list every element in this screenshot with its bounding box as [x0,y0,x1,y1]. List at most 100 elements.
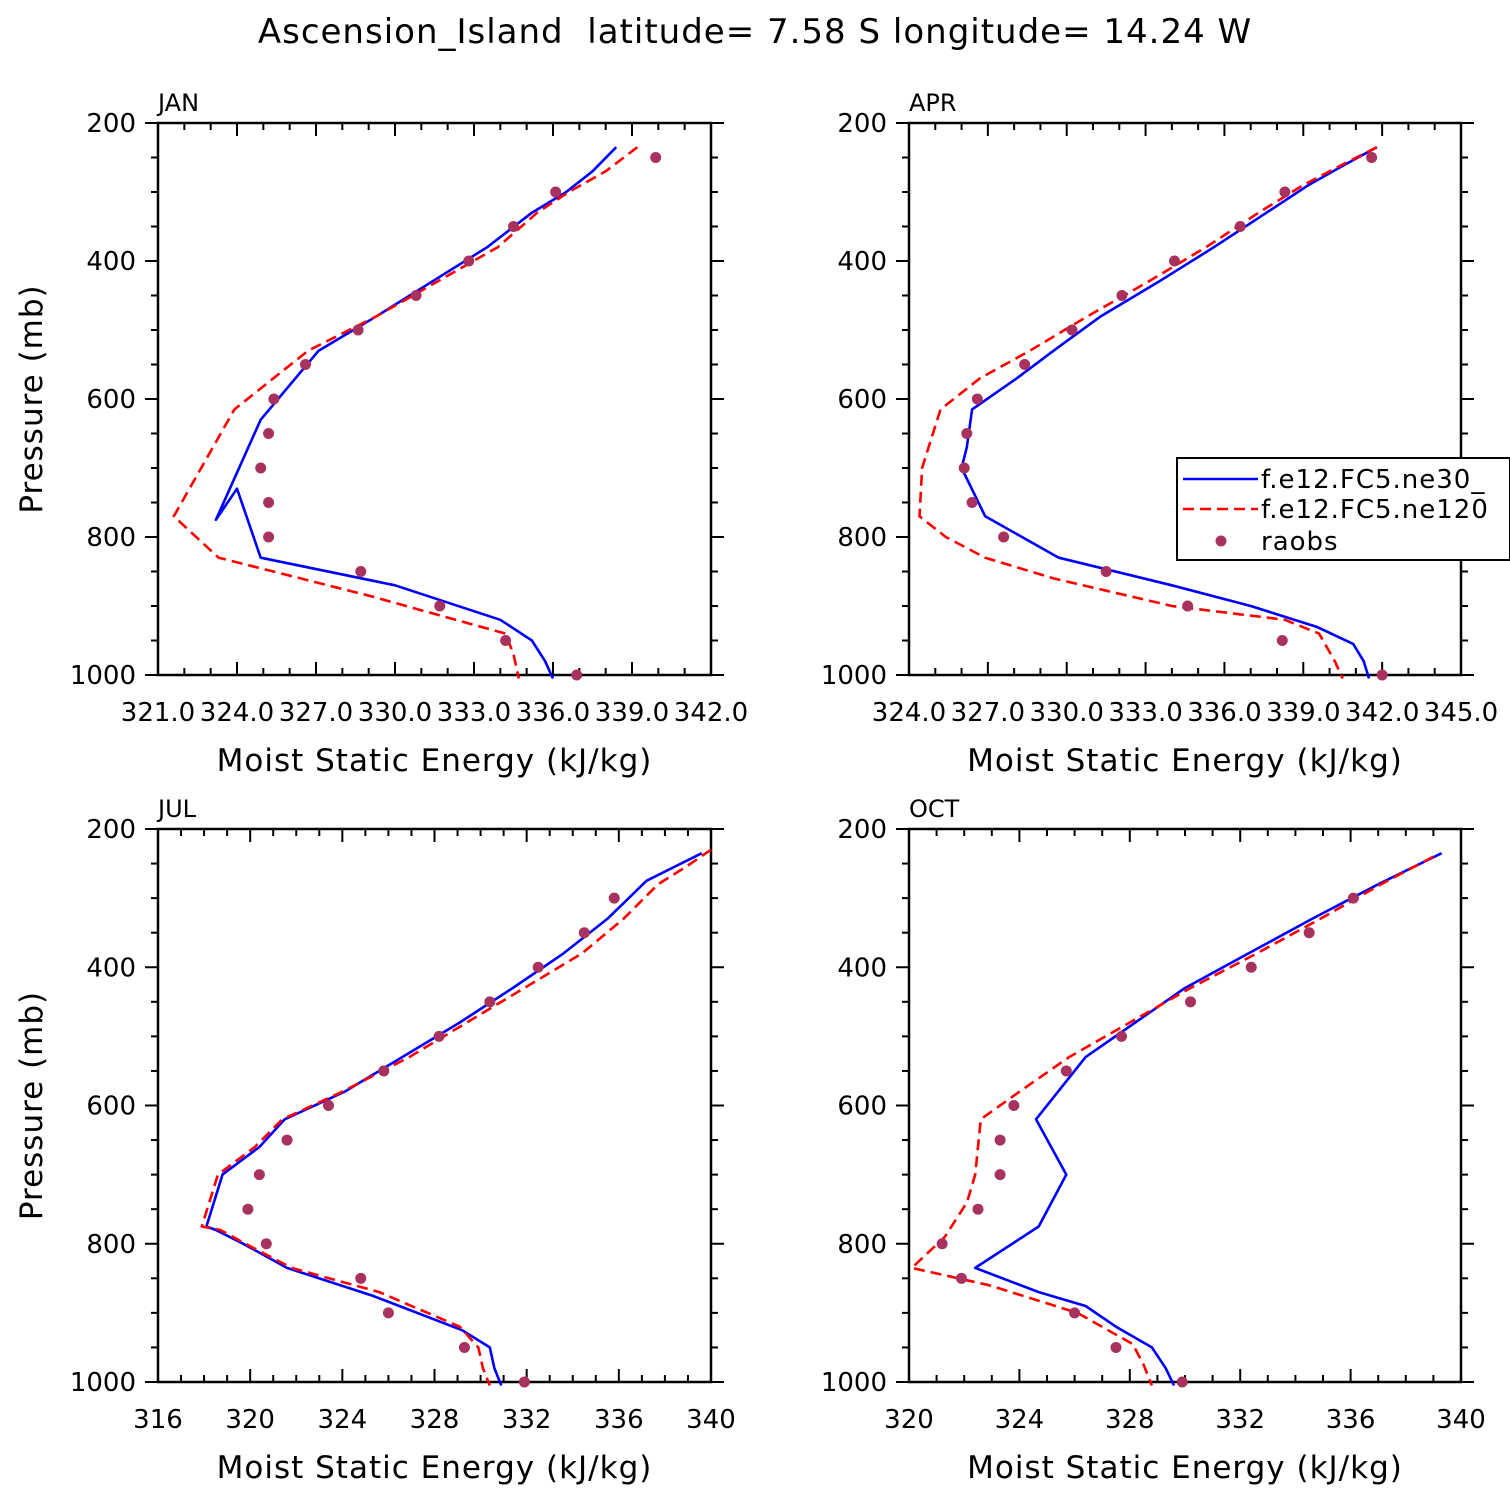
plot-frame [907,827,1463,1384]
x-tick-label: 342.0 [1345,698,1419,728]
raobs-point [571,669,583,681]
x-tick-label: 332 [502,1405,552,1435]
x-axis-label: Moist Static Energy (kJ/kg) [967,743,1403,779]
y-tick-label: 800 [86,523,136,553]
legend-swatch-marker [1215,535,1227,547]
x-tick-label: 330.0 [1029,698,1103,728]
raobs-point [1182,600,1194,612]
raobs-point [1116,1030,1128,1042]
series-line-ne30 [960,146,1378,679]
plot-frame [907,121,1463,677]
raobs-point [1100,566,1112,577]
x-axis-label: Moist Static Energy (kJ/kg) [967,1450,1403,1486]
raobs-point [608,892,620,904]
raobs-point [1066,324,1078,336]
x-tick-label: 324.0 [200,698,274,728]
y-tick-label: 400 [837,953,887,983]
y-axis-label: Pressure (mb) [14,284,50,513]
panel-jan: JAN 321.0 324.0 327.0 330.0 333.0 336.0 339.0 34… [14,89,748,779]
raobs-point [650,152,662,163]
raobs-point [1060,1065,1072,1077]
raobs-point [458,1341,470,1353]
series-line-ne120 [918,146,1378,680]
raobs-point [382,1307,394,1319]
y-tick-label: 1000 [821,1368,887,1398]
plot-frame [156,827,713,1384]
y-tick-label: 800 [86,1230,136,1260]
raobs-point [532,961,544,973]
raobs-point [550,186,562,198]
series-line-ne30 [205,852,703,1386]
series-line-ne120 [910,855,1435,1386]
x-tick-label: 333.0 [1108,698,1182,728]
y-tick-label: 200 [86,109,136,139]
raobs-point [1168,255,1180,267]
x-tick-label: 340 [1436,1405,1486,1435]
raobs-point [242,1203,254,1215]
y-tick-label: 600 [86,385,136,415]
raobs-point [352,324,364,336]
raobs-point [936,1238,948,1250]
x-tick-label: 320 [884,1405,934,1435]
series-line-ne120 [172,146,639,679]
x-tick-label: 320 [225,1405,275,1435]
y-tick-label: 200 [86,815,136,845]
series-line-ne30 [973,852,1443,1387]
raobs-point [433,1030,445,1042]
raobs-point [1019,359,1031,370]
x-tick-label: 339.0 [595,698,669,728]
plot-frame [156,121,713,677]
panel-label: OCT [909,795,960,823]
x-tick-label: 328 [410,1405,460,1435]
figure-title: Ascension_Island latitude= 7.58 S longit… [257,12,1253,52]
panel-label: APR [909,89,957,117]
legend-box [1176,457,1510,561]
raobs-point [1234,221,1246,232]
y-tick-label: 600 [86,1092,136,1122]
raobs-point [410,290,422,301]
raobs-point [281,1134,293,1146]
raobs-point [994,1134,1006,1146]
raobs-point [1110,1341,1122,1353]
panel-oct: OCT 320 324 328 332 336 340 200 400 600 800 1000 Moi… [821,795,1486,1486]
raobs-point [508,221,519,232]
x-axis-label: Moist Static Energy (kJ/kg) [217,743,653,779]
raobs-point [260,1238,272,1250]
x-tick-label: 342.0 [674,698,748,728]
x-tick-label: 332 [1215,1405,1265,1435]
y-tick-label: 1000 [821,661,887,691]
raobs-point [253,1169,265,1181]
raobs-point [971,393,983,405]
panel-label: JUL [156,795,197,823]
legend-label: f.e12.FC5.ne30_ [1261,465,1485,495]
legend-label: f.e12.FC5.ne120 [1261,495,1489,525]
x-tick-label: 336 [1326,1405,1376,1435]
y-tick-label: 400 [837,247,887,277]
raobs-point [1185,996,1197,1008]
raobs-point [255,462,267,474]
x-tick-label: 327.0 [279,698,353,728]
x-tick-label: 324.0 [872,698,946,728]
raobs-point [998,531,1010,543]
x-tick-label: 340 [686,1405,736,1435]
y-tick-label: 600 [837,1092,887,1122]
x-tick-label: 345.0 [1424,698,1498,728]
raobs-point [955,1272,967,1284]
raobs-point [1116,290,1128,301]
raobs-point [434,600,446,612]
raobs-point [1347,892,1359,904]
x-tick-label: 336.0 [1187,698,1261,728]
y-tick-label: 800 [837,1230,887,1260]
raobs-point [268,393,280,405]
y-tick-label: 1000 [70,1368,136,1398]
x-tick-label: 333.0 [437,698,511,728]
x-tick-label: 327.0 [951,698,1025,728]
raobs-point [378,1065,390,1077]
raobs-point [1069,1307,1081,1319]
series-line-ne30 [214,146,618,680]
raobs-point [1276,635,1288,646]
raobs-point [1245,961,1257,973]
raobs-point [484,996,496,1008]
x-tick-label: 339.0 [1266,698,1340,728]
